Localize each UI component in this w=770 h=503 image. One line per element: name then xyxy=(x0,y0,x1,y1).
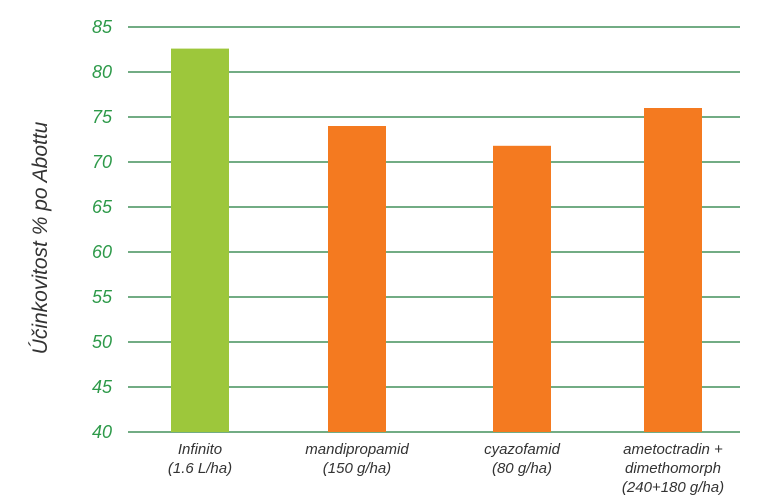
x-category-label: mandipropamid (150 g/ha) xyxy=(305,441,409,477)
y-tick-label: 80 xyxy=(92,62,112,82)
y-tick-label: 60 xyxy=(92,242,112,262)
x-category-line: (1.6 L/ha) xyxy=(168,460,232,477)
x-category-line: cyazofamid xyxy=(484,441,561,458)
y-tick-label: 85 xyxy=(92,17,113,37)
y-tick-label: 50 xyxy=(92,332,112,352)
x-category-line: (150 g/ha) xyxy=(323,460,391,477)
y-tick-label: 55 xyxy=(92,287,113,307)
x-category-line: ametoctradin + xyxy=(623,441,723,458)
y-tick-label: 40 xyxy=(92,422,112,442)
x-category-line: (240+180 g/ha) xyxy=(622,479,724,496)
y-axis-ticks: 40 45 50 55 60 65 70 75 80 85 xyxy=(92,17,113,442)
y-tick-label: 70 xyxy=(92,152,112,172)
bar xyxy=(328,126,386,432)
y-tick-label: 45 xyxy=(92,377,113,397)
x-category-line: mandipropamid xyxy=(305,441,409,458)
y-axis-label: Účinkovitost % po Abottu xyxy=(29,121,52,354)
bar xyxy=(493,145,551,433)
x-category-line: (80 g/ha) xyxy=(492,460,552,477)
x-category-line: Infinito xyxy=(178,441,222,458)
y-tick-label: 75 xyxy=(92,107,113,127)
x-category-label: Infinito (1.6 L/ha) xyxy=(168,441,232,477)
bars xyxy=(171,48,702,433)
x-axis-categories: Infinito (1.6 L/ha) mandipropamid (150 g/ha… xyxy=(168,441,724,496)
x-category-line: dimethomorph xyxy=(625,460,721,477)
bar xyxy=(644,108,702,432)
x-category-label: cyazofamid (80 g/ha) xyxy=(484,441,561,477)
bar xyxy=(171,48,229,432)
y-tick-label: 65 xyxy=(92,197,113,217)
gridlines xyxy=(128,26,740,433)
x-category-label: ametoctradin + dimethomorph (240+180 g/ha) xyxy=(622,441,724,496)
